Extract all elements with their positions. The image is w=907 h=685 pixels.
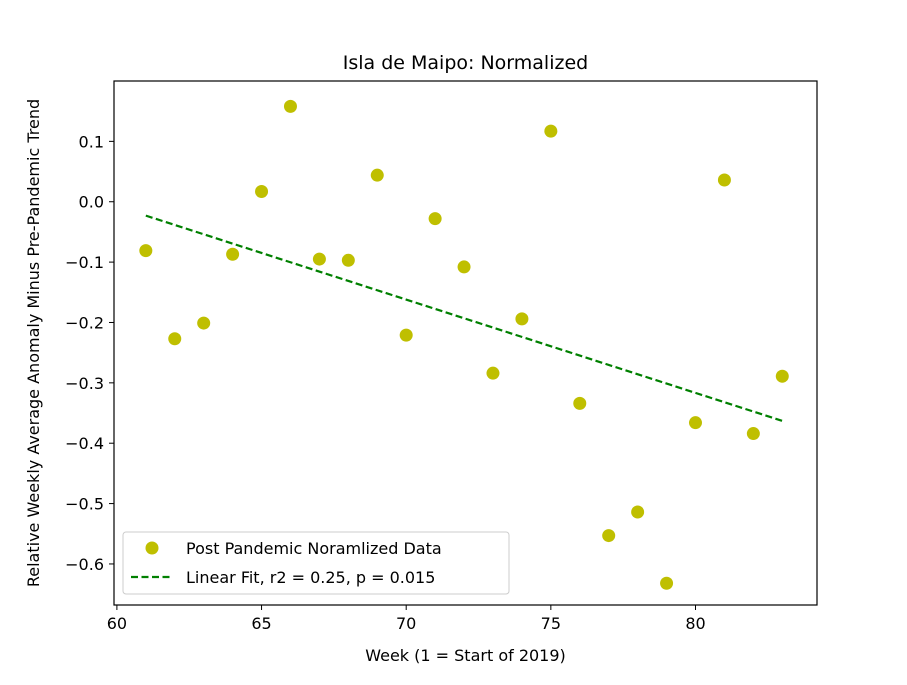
data-point <box>341 253 355 267</box>
y-tick-label: −0.1 <box>65 253 104 272</box>
legend-marker-data <box>145 541 159 555</box>
legend-label-fit: Linear Fit, r2 = 0.25, p = 0.015 <box>186 568 435 587</box>
legend-box <box>122 531 510 595</box>
plot-frame <box>113 80 818 606</box>
data-point <box>688 416 702 430</box>
x-axis-title: Week (1 = Start of 2019) <box>365 646 566 665</box>
y-axis: 0.1 0.0 −0.1 −0.2 −0.3 −0.4 −0.5 −0.6 <box>65 132 114 574</box>
y-tick-label: 0.0 <box>79 193 104 212</box>
y-tick-label: −0.3 <box>65 374 104 393</box>
legend: Post Pandemic Noramlized Data Linear Fit… <box>122 531 510 595</box>
data-point <box>486 366 500 380</box>
x-tick-label: 70 <box>396 614 416 633</box>
data-point <box>283 99 297 113</box>
data-point <box>544 124 558 138</box>
data-point <box>312 252 326 266</box>
data-point <box>255 184 269 198</box>
y-axis-title: Relative Weekly Average Anomaly Minus Pr… <box>24 99 43 587</box>
y-tick-label: 0.1 <box>79 132 104 151</box>
data-point <box>631 505 645 519</box>
data-point <box>775 369 789 383</box>
data-point <box>168 332 182 346</box>
legend-label-data: Post Pandemic Noramlized Data <box>186 539 442 558</box>
data-point <box>602 529 616 543</box>
data-point <box>428 212 442 226</box>
y-tick-label: −0.4 <box>65 434 104 453</box>
y-tick-label: −0.6 <box>65 555 104 574</box>
x-tick-label: 80 <box>685 614 705 633</box>
data-point <box>226 247 240 261</box>
x-tick-label: 75 <box>541 614 561 633</box>
data-point <box>515 312 529 326</box>
linear-fit-line <box>145 214 783 422</box>
y-tick-label: −0.5 <box>65 495 104 514</box>
data-point <box>457 260 471 274</box>
x-tick-label: 65 <box>251 614 271 633</box>
data-point <box>573 396 587 410</box>
x-axis: 60 65 70 75 80 <box>107 605 706 633</box>
chart-title: Isla de Maipo: Normalized <box>343 52 588 74</box>
data-point <box>197 316 211 330</box>
x-tick-label: 60 <box>107 614 127 633</box>
data-point <box>370 168 384 182</box>
y-tick-label: −0.2 <box>65 313 104 332</box>
plot-marks <box>139 99 789 590</box>
data-point <box>399 328 413 342</box>
data-point <box>717 173 731 187</box>
data-point <box>660 576 674 590</box>
data-point <box>746 427 760 441</box>
data-point <box>139 244 153 258</box>
